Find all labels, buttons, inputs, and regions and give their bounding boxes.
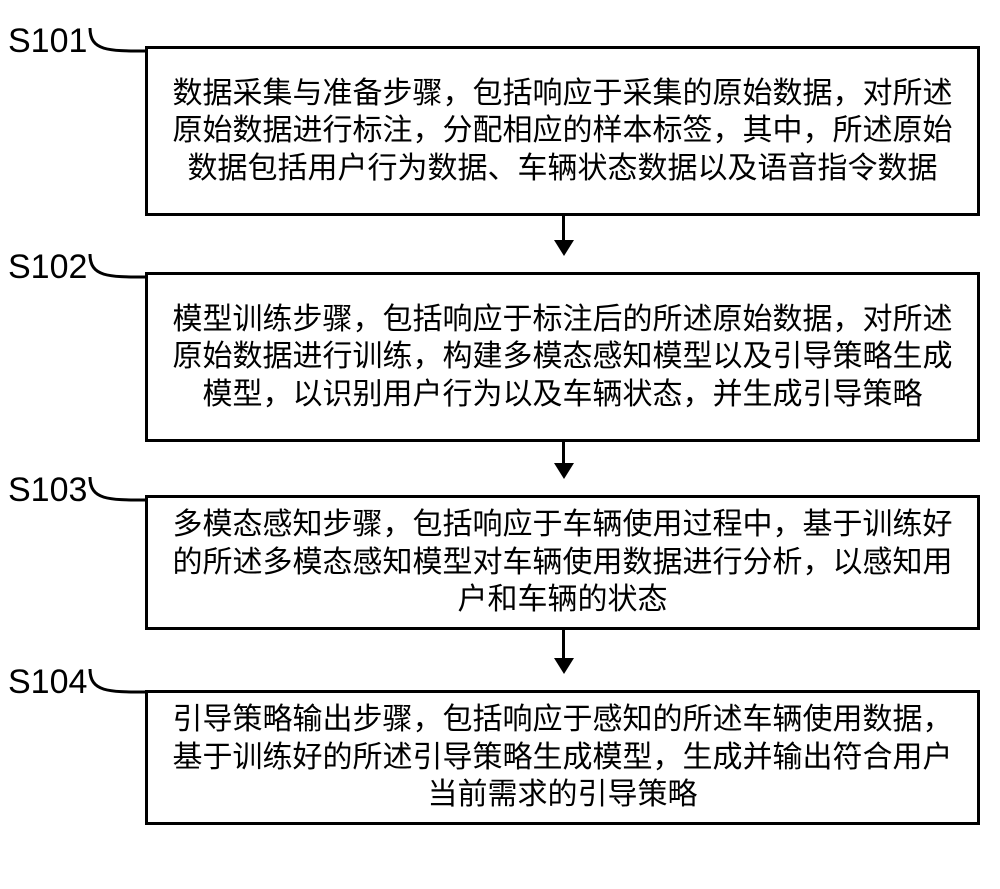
step-box-s104: 引导策略输出步骤，包括响应于感知的所述车辆使用数据，基于训练好的所述引导策略生成… xyxy=(145,690,980,825)
arrow-3 xyxy=(562,630,565,674)
step-box-s101: 数据采集与准备步骤，包括响应于采集的原始数据，对所述原始数据进行标注，分配相应的… xyxy=(145,46,980,216)
step-box-s103: 多模态感知步骤，包括响应于车辆使用过程中，基于训练好的所述多模态感知模型对车辆使… xyxy=(145,495,980,630)
step-text: 引导策略输出步骤，包括响应于感知的所述车辆使用数据，基于训练好的所述引导策略生成… xyxy=(166,701,959,814)
arrow-1 xyxy=(562,216,565,256)
step-label-s102: S102 xyxy=(8,248,87,287)
step-text: 数据采集与准备步骤，包括响应于采集的原始数据，对所述原始数据进行标注，分配相应的… xyxy=(166,75,959,188)
step-label-s104: S104 xyxy=(8,663,87,702)
step-text: 多模态感知步骤，包括响应于车辆使用过程中，基于训练好的所述多模态感知模型对车辆使… xyxy=(166,506,959,619)
step-box-s102: 模型训练步骤，包括响应于标注后的所述原始数据，对所述原始数据进行训练，构建多模态… xyxy=(145,272,980,442)
step-text: 模型训练步骤，包括响应于标注后的所述原始数据，对所述原始数据进行训练，构建多模态… xyxy=(166,301,959,414)
arrow-2 xyxy=(562,442,565,479)
step-label-s103: S103 xyxy=(8,471,87,510)
step-label-s101: S101 xyxy=(8,22,87,61)
